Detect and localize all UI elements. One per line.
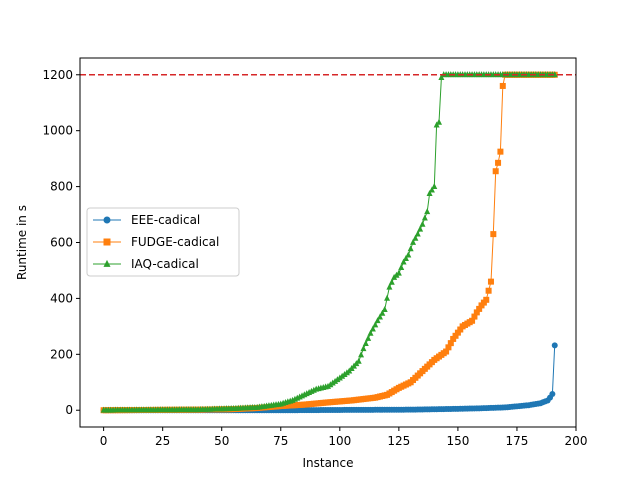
y-axis-label: Runtime in s: [15, 205, 29, 280]
y-tick-label: 600: [50, 236, 73, 250]
legend-item: IAQ-cadical: [93, 257, 199, 271]
data-point: [384, 294, 391, 301]
data-point: [398, 264, 405, 271]
x-tick-label: 150: [446, 434, 469, 448]
data-point: [469, 317, 476, 324]
legend-item: EEE-cadical: [93, 213, 200, 227]
data-point: [334, 376, 341, 383]
y-tick-label: 1200: [42, 68, 73, 82]
legend-label: IAQ-cadical: [131, 257, 199, 271]
x-tick-label: 50: [214, 434, 229, 448]
data-point: [487, 278, 494, 285]
y-tick-label: 200: [50, 347, 73, 361]
data-point: [362, 340, 369, 347]
data-point: [492, 168, 499, 175]
data-point: [426, 189, 433, 196]
data-point: [473, 309, 480, 316]
data-point: [417, 225, 424, 232]
data-point: [414, 230, 421, 237]
data-point: [379, 309, 386, 316]
data-point: [421, 214, 428, 221]
data-point: [355, 357, 362, 364]
data-point: [327, 381, 334, 388]
data-point: [436, 118, 443, 125]
data-point: [549, 391, 556, 398]
data-point: [428, 186, 435, 193]
y-tick-label: 400: [50, 291, 73, 305]
data-point: [551, 71, 558, 78]
x-tick-label: 25: [155, 434, 170, 448]
data-point: [360, 345, 367, 352]
x-tick-label: 75: [273, 434, 288, 448]
x-tick-label: 100: [328, 434, 351, 448]
y-tick-label: 1000: [42, 124, 73, 138]
y-axis: 0 200 400 600 800 1000 1200: [42, 68, 80, 417]
data-point: [386, 283, 393, 290]
data-point: [365, 334, 372, 341]
data-point: [443, 348, 450, 355]
data-point: [419, 220, 426, 227]
y-tick-label: 0: [65, 403, 73, 417]
legend-label: EEE-cadical: [131, 213, 200, 227]
legend-marker: [103, 238, 111, 246]
data-point: [405, 251, 412, 258]
data-point: [329, 379, 336, 386]
data-point: [376, 313, 383, 320]
data-point: [495, 159, 502, 166]
plot-area: [80, 71, 576, 414]
data-point: [388, 278, 395, 285]
data-point: [400, 258, 407, 265]
data-point: [447, 340, 454, 347]
data-point: [381, 305, 388, 312]
data-point: [374, 317, 381, 324]
data-point: [325, 382, 331, 389]
data-point: [450, 335, 457, 342]
x-tick-label: 0: [100, 434, 108, 448]
data-point: [476, 305, 483, 312]
data-point: [369, 325, 376, 332]
data-point: [497, 148, 504, 155]
data-point: [372, 321, 379, 328]
data-point: [424, 208, 431, 215]
data-point: [452, 332, 459, 339]
x-tick-label: 125: [387, 434, 410, 448]
legend-item: FUDGE-cadical: [93, 235, 219, 249]
data-point: [490, 231, 497, 238]
data-point: [431, 182, 438, 189]
x-axis: 0 25 50 75 100 125 150 175 200: [100, 427, 588, 448]
data-point: [410, 238, 417, 245]
data-point: [367, 329, 374, 336]
data-point: [358, 351, 365, 358]
y-tick-label: 800: [50, 180, 73, 194]
data-point: [471, 313, 478, 320]
data-point: [454, 329, 461, 336]
x-tick-label: 175: [505, 434, 528, 448]
legend-box: [86, 207, 240, 277]
data-point: [445, 344, 452, 351]
data-point: [332, 377, 339, 384]
data-point: [483, 296, 490, 303]
x-axis-label: Instance: [302, 456, 353, 470]
legend-marker: [103, 259, 111, 267]
legend-marker: [103, 216, 111, 224]
data-point: [407, 245, 414, 252]
legend: EEE-cadical FUDGE-cadical IAQ-cadical: [86, 207, 240, 277]
data-point: [402, 254, 409, 261]
data-point: [395, 269, 402, 276]
data-point: [485, 287, 492, 294]
data-point: [499, 82, 506, 89]
x-tick-label: 200: [565, 434, 588, 448]
legend-label: FUDGE-cadical: [131, 235, 219, 249]
data-point: [412, 234, 419, 241]
data-point: [457, 326, 464, 333]
data-point: [551, 342, 558, 349]
